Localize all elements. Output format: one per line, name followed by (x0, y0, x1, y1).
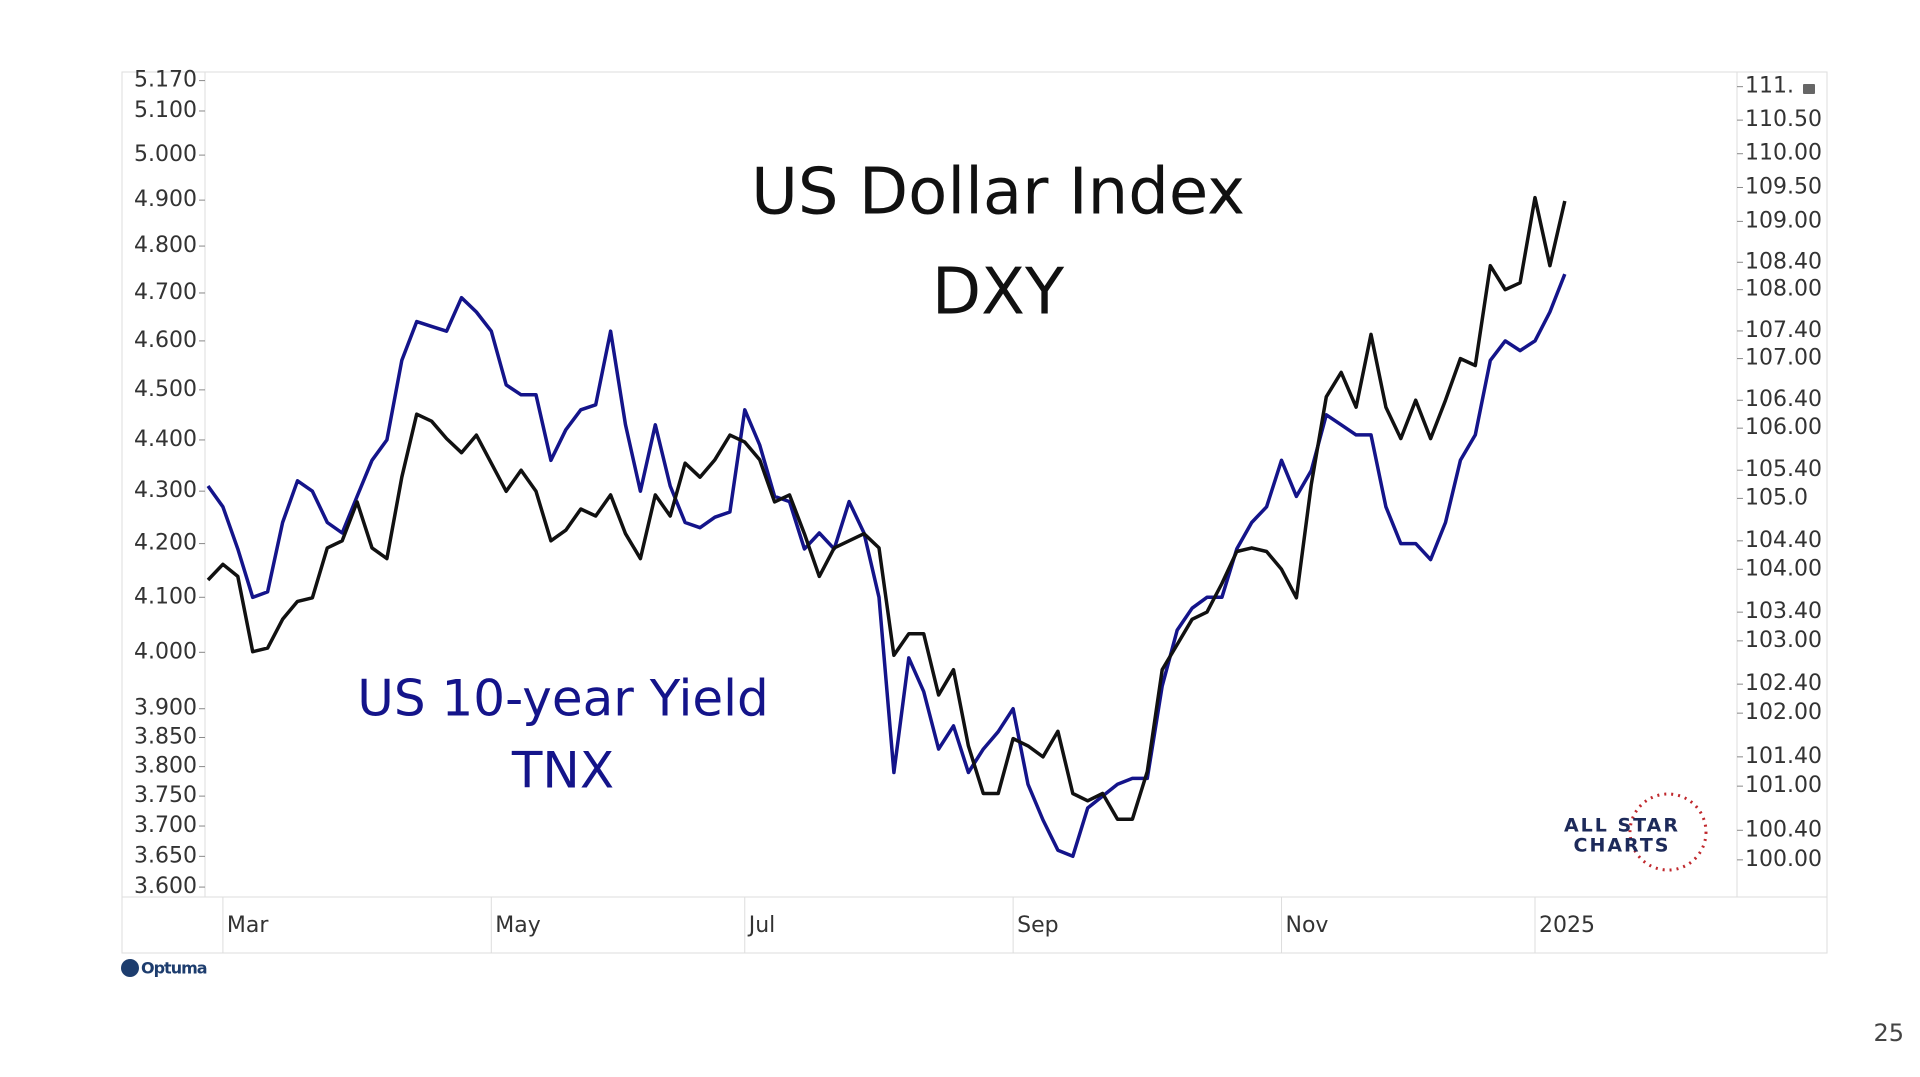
y2-tick-label: 107.00 (1745, 346, 1822, 371)
y2-tick-label: 103.40 (1745, 599, 1822, 624)
y2-tick-label: 101.40 (1745, 744, 1822, 769)
y-tick-label: 4.700 (134, 280, 197, 305)
y2-tick-label: 108.00 (1745, 277, 1822, 302)
x-tick-label: Sep (1017, 913, 1058, 938)
y2-tick-label: 101.00 (1745, 773, 1822, 798)
y2-tick-label: 105.0 (1745, 485, 1808, 510)
y-tick-label: 4.500 (134, 377, 197, 402)
x-tick-label: 2025 (1539, 913, 1595, 938)
logo-ring (1628, 792, 1708, 872)
y-tick-label: 3.750 (134, 783, 197, 808)
watermark: CHARTS (1574, 835, 1671, 857)
y-tick-label: 5.100 (134, 98, 197, 123)
y2-tick-label: 110.00 (1745, 141, 1822, 166)
y2-tick-label: 102.40 (1745, 671, 1822, 696)
y2-tick-label: 106.00 (1745, 415, 1822, 440)
y-tick-label: 4.400 (134, 427, 197, 452)
y2-tick-label: 110.50 (1745, 107, 1822, 132)
x-tick-label: Jul (747, 913, 776, 938)
y2-tick-label: 107.40 (1745, 318, 1822, 343)
y2-tick-label: 109.00 (1745, 208, 1822, 233)
y2-tick-label: 106.40 (1745, 387, 1822, 412)
x-tick-label: May (495, 913, 540, 938)
y-tick-label: 4.600 (134, 328, 197, 353)
x-tick-label: Nov (1286, 913, 1329, 938)
y-tick-label: 4.000 (134, 639, 197, 664)
y-tick-label: 3.600 (134, 874, 197, 899)
annotation: DXY (932, 256, 1065, 330)
y2-tick-label: 100.40 (1745, 817, 1822, 842)
lock-icon (1803, 84, 1815, 94)
source: Optuma (141, 959, 207, 978)
annotation: TNX (511, 742, 614, 800)
y-tick-label: 5.000 (134, 142, 197, 167)
y-tick-label: 4.800 (134, 233, 197, 258)
y2-tick-label: 102.00 (1745, 700, 1822, 725)
page-number: 25 (1873, 1019, 1904, 1047)
annotation: US 10-year Yield (357, 670, 769, 728)
y-tick-label: 3.900 (134, 696, 197, 721)
y2-tick-label: 105.40 (1745, 457, 1822, 482)
y-tick-label: 3.850 (134, 724, 197, 749)
y2-tick-label: 100.00 (1745, 847, 1822, 872)
line-series (206, 273, 1567, 859)
y2-tick-label: 104.00 (1745, 556, 1822, 581)
y2-tick-label: 103.00 (1745, 628, 1822, 653)
y-tick-label: 4.200 (134, 531, 197, 556)
y-tick-label: 3.650 (134, 843, 197, 868)
y2-tick-label: 104.40 (1745, 528, 1822, 553)
line-series (206, 195, 1567, 821)
watermark: ALL STAR (1564, 815, 1680, 837)
y-tick-label: 4.900 (134, 187, 197, 212)
y2-tick-label: 111. (1745, 74, 1794, 99)
frame (121, 71, 1828, 954)
y-tick-label: 4.100 (134, 584, 197, 609)
y-tick-label: 5.170 (134, 68, 197, 93)
annotation: US Dollar Index (751, 156, 1245, 230)
y2-tick-label: 108.40 (1745, 249, 1822, 274)
x-tick-label: Mar (227, 913, 269, 938)
y-tick-label: 3.800 (134, 754, 197, 779)
source-logo (121, 959, 139, 977)
y-tick-label: 3.700 (134, 813, 197, 838)
y2-tick-label: 109.50 (1745, 174, 1822, 199)
y-tick-label: 4.300 (134, 478, 197, 503)
